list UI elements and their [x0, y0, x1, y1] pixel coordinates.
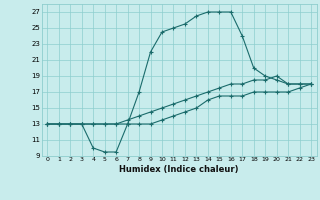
X-axis label: Humidex (Indice chaleur): Humidex (Indice chaleur) — [119, 165, 239, 174]
